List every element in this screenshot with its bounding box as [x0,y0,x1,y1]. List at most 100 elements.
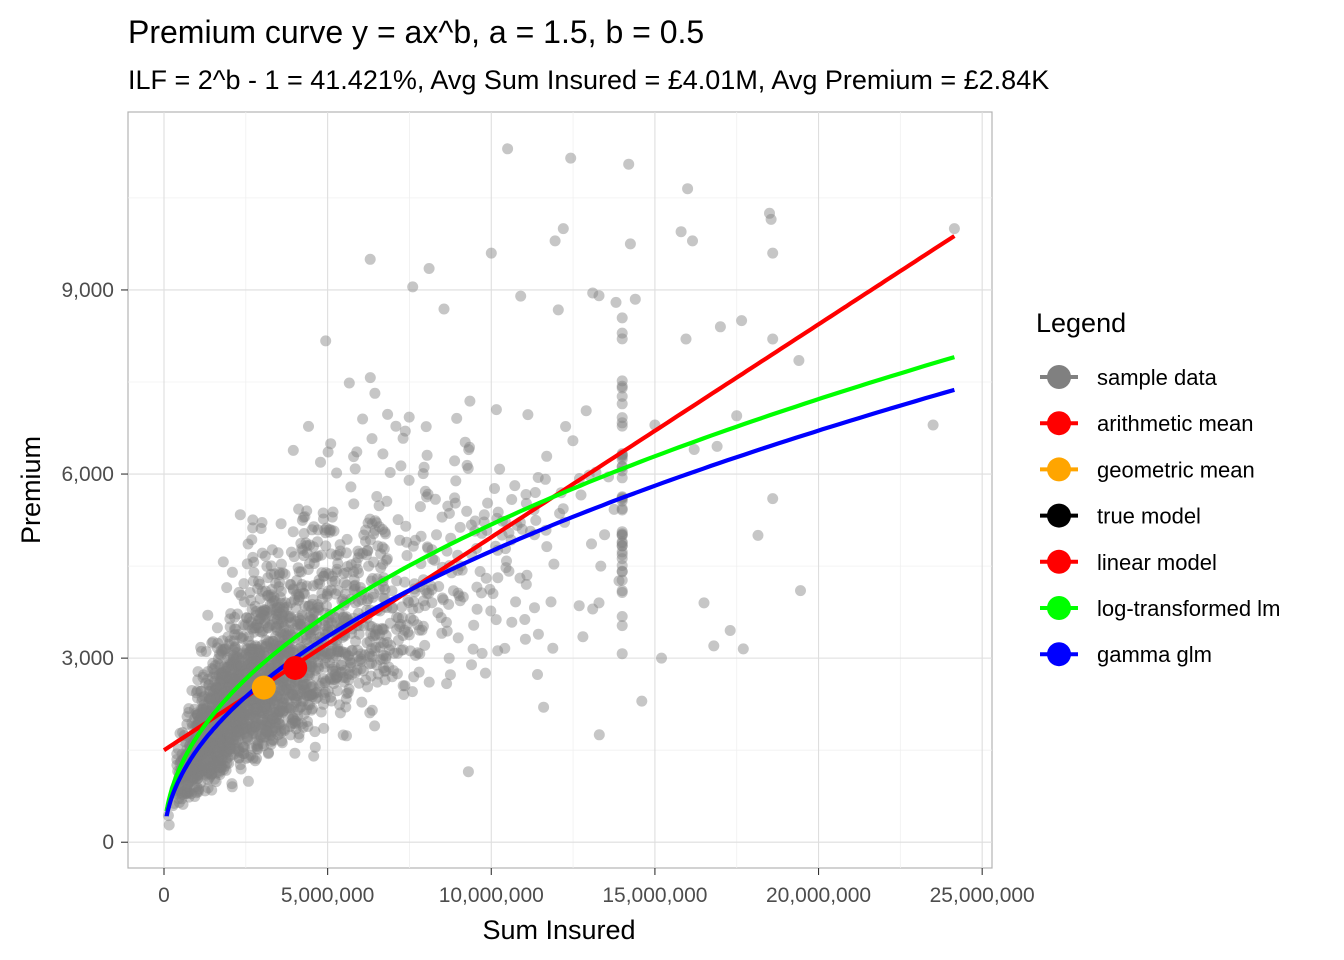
data-point [240,708,252,720]
data-point [394,621,406,632]
data-point [616,546,628,558]
data-point [328,525,340,537]
data-point [401,536,413,548]
data-point [238,709,250,721]
data-point [197,748,209,760]
data-point [616,327,628,339]
data-point [586,538,597,550]
data-point [173,797,185,808]
data-point [378,662,389,674]
data-point [200,646,212,658]
data-point [212,754,224,766]
data-point [278,621,290,633]
data-point [248,622,260,634]
data-point [213,669,225,681]
data-point [198,754,210,765]
data-point [232,742,244,754]
data-point [353,567,364,579]
data-point [251,753,262,764]
data-point [217,739,229,751]
data-point [273,706,285,718]
data-point [245,594,257,606]
data-point [247,652,259,664]
data-point [339,648,351,660]
data-point [432,607,444,619]
data-point [688,444,700,455]
data-point [252,703,263,715]
data-point [231,647,243,658]
data-point [234,759,246,771]
data-point [232,725,244,737]
data-point [233,671,245,683]
data-point [238,714,249,726]
data-point [711,440,723,452]
data-point [225,722,237,734]
data-point [213,648,225,660]
data-point [305,631,317,643]
data-point [275,725,287,737]
data-point [423,263,435,274]
data-point [209,756,221,768]
data-point [274,679,286,691]
data-point [349,583,361,595]
data-point [246,603,258,615]
data-point [224,738,236,750]
data-point [274,684,286,696]
data-point [214,733,226,745]
data-point [211,746,223,758]
data-point [258,731,270,743]
data-point [262,589,274,601]
data-point [239,728,251,740]
data-point [268,591,280,603]
data-point [381,553,393,565]
data-point [214,681,226,693]
data-point [275,653,287,665]
data-point [219,685,231,697]
data-point [293,594,304,606]
data-point [332,646,344,658]
data-point [197,704,209,716]
data-point [192,786,204,798]
data-point [492,572,504,584]
data-point [262,748,274,760]
data-point [206,768,218,780]
data-point [238,596,250,608]
data-point [366,657,378,669]
data-point [231,722,243,734]
data-point [204,754,216,766]
data-point [259,611,271,623]
data-point [229,724,240,735]
data-point [309,726,321,738]
data-point [291,683,303,695]
data-point [366,621,378,633]
data-point [270,621,282,632]
data-point [249,622,261,634]
data-point [259,700,271,712]
data-point [379,526,391,538]
data-point [302,600,314,612]
data-point [270,725,282,737]
data-point [211,642,223,654]
data-point [186,764,198,776]
data-point [214,765,226,776]
data-point [250,720,262,732]
data-point [360,674,372,686]
data-point [215,728,227,740]
data-point [206,751,218,763]
data-point [616,503,628,515]
data-point [379,584,391,595]
data-point [252,649,263,661]
data-point [529,602,540,614]
data-point [209,760,220,772]
data-point [322,446,334,458]
data-point [616,375,628,387]
data-point [295,695,307,707]
data-point [305,681,317,693]
data-point [356,696,368,708]
data-point [379,674,391,686]
data-point [334,545,346,557]
data-point [381,636,393,648]
data-point [499,642,511,654]
data-point [260,728,271,740]
data-point [345,481,357,493]
